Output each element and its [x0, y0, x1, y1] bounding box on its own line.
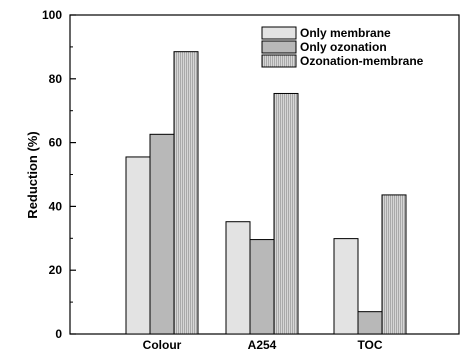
bar-a254-3 [273, 92, 299, 335]
y-axis: 0 20 40 60 80 100 [42, 8, 76, 341]
x-tick-label: TOC [357, 338, 382, 352]
y-tick-label: 0 [55, 327, 62, 341]
y-tick-label: 100 [42, 8, 62, 22]
x-tick-label: Colour [143, 338, 182, 352]
y-tick-label: 40 [49, 199, 63, 213]
legend-swatch [261, 26, 297, 40]
y-axis-label: Reduction (%) [25, 131, 40, 218]
bar-colour-1 [125, 156, 151, 335]
bar-colour-3 [173, 51, 199, 335]
legend-label: Ozonation-membrane [300, 54, 424, 68]
bar-a254-2 [249, 239, 275, 335]
y-tick-label: 20 [49, 263, 63, 277]
bar-toc-3 [381, 194, 407, 335]
bar-colour-2 [149, 133, 175, 335]
legend-swatch [261, 40, 297, 54]
bar-toc-1 [333, 238, 359, 335]
x-axis: Colour A254 TOC [143, 338, 383, 352]
x-tick-label: A254 [248, 338, 277, 352]
y-tick-label: 80 [49, 72, 63, 86]
bar-a254-1 [225, 221, 251, 335]
y-tick-label: 60 [49, 136, 63, 150]
legend-swatch [261, 54, 297, 68]
bars [125, 51, 407, 335]
legend-label: Only ozonation [300, 40, 387, 54]
bar-toc-2 [357, 311, 383, 335]
legend-label: Only membrane [300, 26, 391, 40]
